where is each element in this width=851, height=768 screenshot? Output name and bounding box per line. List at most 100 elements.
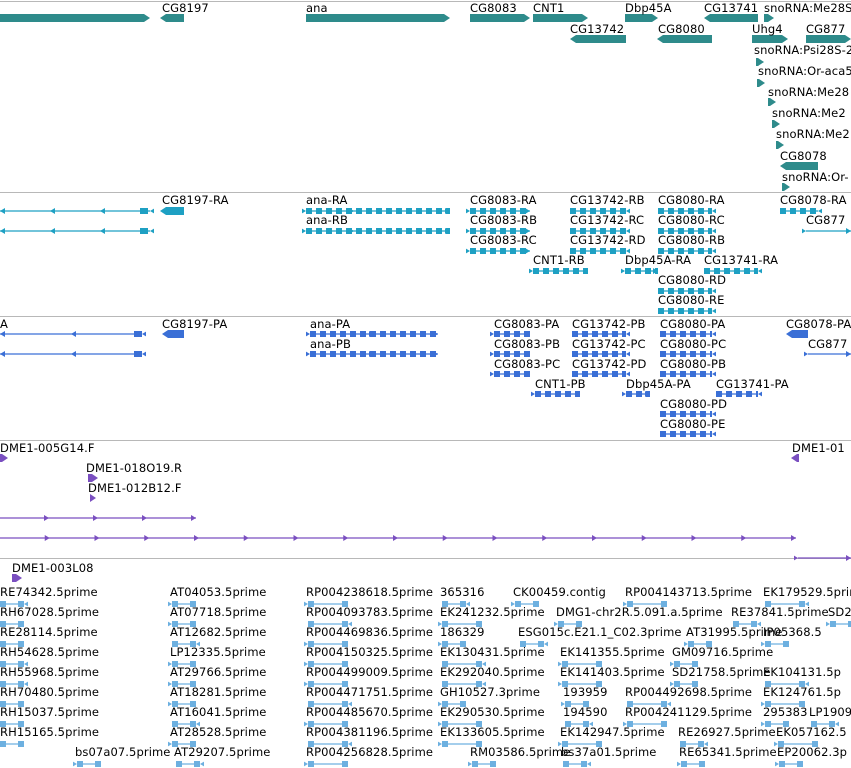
gene-cg8197[interactable] <box>156 12 188 24</box>
est-rp004093783[interactable] <box>304 618 352 630</box>
gene-uhg4[interactable] <box>748 33 792 45</box>
gene-cnt1[interactable] <box>529 12 592 24</box>
est-rp004241129[interactable] <box>623 718 671 730</box>
est-esg015c[interactable] <box>516 638 548 650</box>
clone-018o19-r[interactable] <box>84 472 102 484</box>
est-rh15037[interactable] <box>0 718 28 730</box>
transcript-ana-rb[interactable] <box>302 225 454 237</box>
protein-ana-pa[interactable] <box>306 328 442 340</box>
protein-cg8083-pb[interactable] <box>490 348 534 360</box>
est-at12682[interactable] <box>168 638 200 650</box>
protein-cg8080-pb[interactable] <box>656 368 716 380</box>
est-lp1909[interactable] <box>807 718 839 730</box>
protein-cnt1-pb[interactable] <box>531 388 584 400</box>
est-194590[interactable] <box>561 718 593 730</box>
est-at31995[interactable] <box>684 638 716 650</box>
gene-cg8080[interactable] <box>653 33 716 45</box>
est-ck00459[interactable] <box>511 598 543 610</box>
est-ip05368[interactable] <box>761 638 793 650</box>
protein-left-a[interactable] <box>0 328 146 340</box>
est-ek141403[interactable] <box>558 678 606 690</box>
protein-cg13742-pb[interactable] <box>568 328 630 340</box>
est-rh67028[interactable] <box>0 618 28 630</box>
protein-cg8080-pc[interactable] <box>656 348 716 360</box>
est-ek057162[interactable] <box>774 738 822 750</box>
transcript-cg8083-rc[interactable] <box>466 245 534 257</box>
est-ek241232[interactable] <box>438 618 486 630</box>
clone-line-a[interactable] <box>0 512 200 524</box>
transcript-left-b[interactable] <box>0 225 154 237</box>
gene-snorna-psi28s[interactable] <box>752 56 768 68</box>
transcript-cg8080-ra[interactable] <box>654 205 716 217</box>
transcript-cg877[interactable] <box>802 225 851 237</box>
transcript-cnt1-rb[interactable] <box>529 265 592 277</box>
transcript-cg8080-re[interactable] <box>654 305 716 317</box>
transcript-cg8083-ra[interactable] <box>466 205 534 217</box>
est-bs37a01[interactable] <box>559 758 591 768</box>
est-rp004499009[interactable] <box>304 678 352 690</box>
est-lp12335[interactable] <box>168 658 200 670</box>
protein-cg8078-pa[interactable] <box>782 328 812 340</box>
protein-cg8080-pd[interactable] <box>656 408 716 420</box>
protein-cg8080-pe[interactable] <box>656 428 716 440</box>
clone-line-c[interactable] <box>794 552 851 564</box>
transcript-cg8080-rb[interactable] <box>654 245 716 257</box>
est-rh15165[interactable] <box>0 738 28 750</box>
gene-snorna-me2b[interactable] <box>772 139 788 151</box>
protein-cg8083-pa[interactable] <box>490 328 534 340</box>
est-ek142947[interactable] <box>558 738 606 750</box>
protein-dbp45a-pa[interactable] <box>622 388 654 400</box>
transcript-cg8080-rd[interactable] <box>654 285 716 297</box>
transcript-left-a[interactable] <box>0 205 154 217</box>
est-ek124761[interactable] <box>761 698 809 710</box>
gene-dbp45a[interactable] <box>621 12 662 24</box>
transcript-cg8197-ra[interactable] <box>156 205 188 217</box>
transcript-cg8080-rc[interactable] <box>654 225 716 237</box>
transcript-cg13741-ra[interactable] <box>700 265 762 277</box>
gene-cg13742[interactable] <box>566 33 630 45</box>
gene-cg13741[interactable] <box>700 12 762 24</box>
est-at28528[interactable] <box>168 738 200 750</box>
gene-snorna-me28s[interactable] <box>760 12 778 24</box>
est-ek292040[interactable] <box>438 678 486 690</box>
gene-cg8078[interactable] <box>776 160 822 172</box>
est-rp004143713[interactable] <box>623 598 671 610</box>
gene-left-edge[interactable] <box>0 12 154 24</box>
est-193959[interactable] <box>561 698 593 710</box>
est-at18281[interactable] <box>168 698 200 710</box>
transcript-cg8083-rb[interactable] <box>466 225 534 237</box>
est-ek130431[interactable] <box>438 658 486 670</box>
transcript-dbp45a-ra[interactable] <box>621 265 662 277</box>
est-at07718[interactable] <box>168 618 200 630</box>
est-bs07a07[interactable] <box>73 758 105 768</box>
est-rp004150325[interactable] <box>304 658 352 670</box>
est-ek141355[interactable] <box>558 658 606 670</box>
clone-dme1-01[interactable] <box>787 452 803 464</box>
protein-cg8197-pa[interactable] <box>158 328 188 340</box>
transcript-cg13742-rc[interactable] <box>566 225 630 237</box>
est-rh54628[interactable] <box>0 658 28 670</box>
protein-cg13742-pc[interactable] <box>568 348 630 360</box>
est-ek133605[interactable] <box>438 738 486 750</box>
gene-ana[interactable] <box>302 12 454 24</box>
est-ep20062[interactable] <box>775 758 807 768</box>
est-ek179529[interactable] <box>761 598 809 610</box>
clone-012b12-f[interactable] <box>86 492 100 504</box>
est-rp004256828[interactable] <box>304 758 352 768</box>
est-rp004471751[interactable] <box>304 698 352 710</box>
est-re37841[interactable] <box>729 618 761 630</box>
protein-cg877[interactable] <box>804 348 851 360</box>
est-rp004492698[interactable] <box>623 698 671 710</box>
est-re65341[interactable] <box>677 758 709 768</box>
est-dmg1[interactable] <box>554 618 586 630</box>
est-sd21758[interactable] <box>670 678 702 690</box>
est-186329[interactable] <box>438 638 470 650</box>
protein-left-b[interactable] <box>0 348 146 360</box>
protein-cg8083-pc[interactable] <box>490 368 534 380</box>
est-ek104131[interactable] <box>761 678 809 690</box>
est-ek290530[interactable] <box>438 718 486 730</box>
est-at29766[interactable] <box>168 678 200 690</box>
est-re26927[interactable] <box>676 738 708 750</box>
clone-003l08[interactable] <box>8 572 26 584</box>
